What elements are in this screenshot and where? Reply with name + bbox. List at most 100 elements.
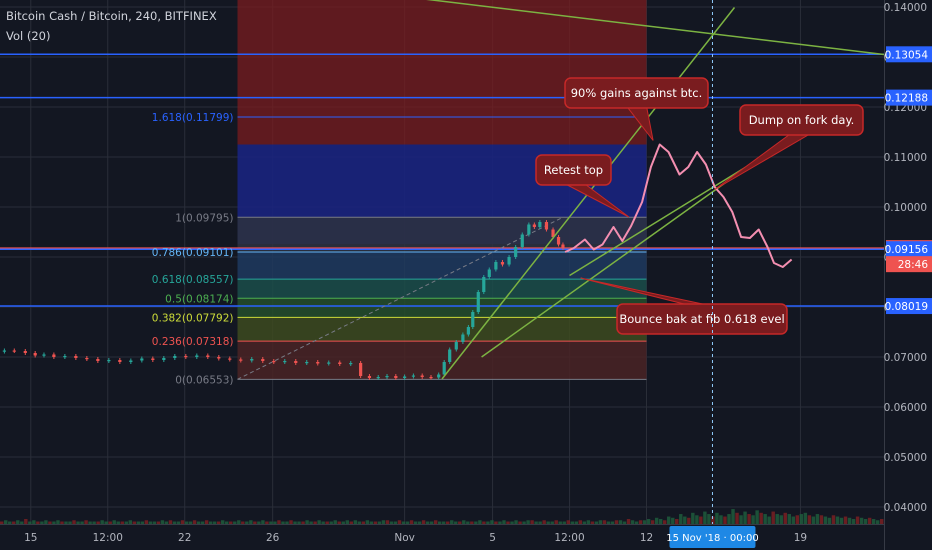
- fib-zone: [237, 217, 647, 252]
- candle-body: [107, 360, 111, 362]
- volume-indicator-label[interactable]: Vol (20): [6, 29, 51, 43]
- volume-bar: [241, 521, 245, 524]
- trendline: [481, 159, 757, 358]
- volume-bar: [707, 514, 711, 524]
- volume-bar: [658, 519, 663, 524]
- volume-bar: [225, 521, 229, 524]
- volume-bar: [329, 521, 333, 524]
- volume-bar: [610, 521, 615, 524]
- fib-zone: [237, 279, 647, 299]
- price-tag-bg: [886, 46, 932, 63]
- volume-bar: [454, 521, 458, 524]
- annotation-box: [535, 154, 612, 186]
- volume-bar: [791, 516, 795, 524]
- volume-bar: [879, 519, 884, 524]
- volume-bar: [16, 520, 20, 524]
- volume-bar: [558, 521, 562, 524]
- volume-bar: [542, 520, 546, 524]
- fib-zone: [237, 298, 647, 318]
- annotation-callout[interactable]: Retest top: [535, 154, 630, 218]
- volume-bar: [361, 521, 366, 524]
- volume-bar: [871, 519, 876, 524]
- volume-bar: [739, 515, 743, 524]
- x-axis-tick-label: 5: [489, 532, 496, 544]
- fib-level-label: 0(0.06553): [175, 374, 233, 386]
- volume-bar: [554, 520, 558, 524]
- volume-bar: [257, 521, 261, 524]
- volume-bar: [44, 520, 48, 524]
- volume-bar: [626, 519, 631, 524]
- volume-bar: [743, 511, 747, 524]
- candle-body: [411, 375, 416, 377]
- countdown-label: 28:46: [898, 259, 929, 271]
- x-axis-tick-label: 19: [794, 532, 807, 544]
- candle-body: [162, 358, 166, 360]
- volume-bar: [618, 520, 623, 524]
- volume-bar: [112, 520, 116, 524]
- candle-body: [52, 354, 56, 357]
- volume-bar: [337, 521, 341, 524]
- volume-bar: [164, 521, 169, 524]
- volume-bar: [437, 521, 442, 524]
- volume-bar: [40, 521, 44, 524]
- candle-body: [338, 362, 342, 364]
- annotation-callout[interactable]: 90% gains against btc.: [564, 77, 709, 141]
- volume-bar: [442, 521, 446, 524]
- annotation-callout[interactable]: Dump on fork day.: [714, 104, 864, 190]
- volume-bar: [32, 520, 36, 524]
- volume-bar: [546, 521, 550, 524]
- volume-bar: [180, 520, 185, 524]
- volume-bar: [723, 516, 727, 524]
- volume-bar: [747, 514, 751, 524]
- volume-bar: [683, 516, 687, 524]
- volume-bar: [502, 520, 506, 524]
- candle-body: [85, 358, 89, 360]
- candle-body: [514, 247, 518, 257]
- x-axis-tick-label: 15: [24, 532, 37, 544]
- volume-bar: [172, 521, 177, 524]
- volume-bar: [695, 515, 699, 524]
- volume-bar: [510, 521, 514, 524]
- volume-bar: [751, 515, 755, 524]
- chart-symbol-title[interactable]: Bitcoin Cash / Bitcoin, 240, BITFINEX: [6, 9, 217, 23]
- volume-bar: [679, 514, 683, 524]
- volume-bar: [144, 520, 149, 524]
- fib-zone: [237, 341, 647, 380]
- volume-bar: [405, 521, 410, 524]
- volume-bar: [333, 520, 337, 524]
- crosshair-date-bg: [669, 526, 756, 548]
- volume-bar: [212, 521, 217, 524]
- volume-bar: [562, 521, 566, 524]
- annotation-text: 90% gains against btc.: [571, 86, 703, 100]
- fib-level-label: 1.618(0.11799): [152, 112, 234, 124]
- volume-bar: [843, 516, 848, 524]
- volume-bar: [650, 520, 655, 524]
- volume-bar: [261, 520, 265, 524]
- volume-bar: [446, 521, 450, 524]
- candle-body: [228, 358, 232, 360]
- volume-bar: [421, 520, 426, 524]
- volume-bar: [365, 520, 370, 524]
- volume-bar: [389, 521, 394, 524]
- trendline: [569, 159, 757, 277]
- annotation-callout[interactable]: Bounce bak at fib 0.618 evel: [580, 277, 788, 335]
- volume-bar: [100, 520, 104, 524]
- volume-bar: [196, 521, 201, 524]
- candle-body: [23, 351, 27, 353]
- volume-bar: [204, 520, 209, 524]
- volume-bar: [506, 521, 510, 524]
- volume-bar: [550, 521, 554, 524]
- volume-bar: [654, 517, 659, 524]
- volume-bar: [80, 521, 84, 524]
- x-axis-tick-label: Nov: [394, 532, 415, 544]
- volume-bar: [273, 521, 277, 524]
- candle-body: [376, 377, 380, 379]
- volume-bar: [538, 521, 542, 524]
- volume-bar: [466, 521, 470, 524]
- volume-bar: [582, 521, 587, 524]
- volume-bar: [56, 520, 60, 524]
- fib-level-label: 1(0.09795): [175, 212, 233, 224]
- volume-bar: [474, 521, 478, 524]
